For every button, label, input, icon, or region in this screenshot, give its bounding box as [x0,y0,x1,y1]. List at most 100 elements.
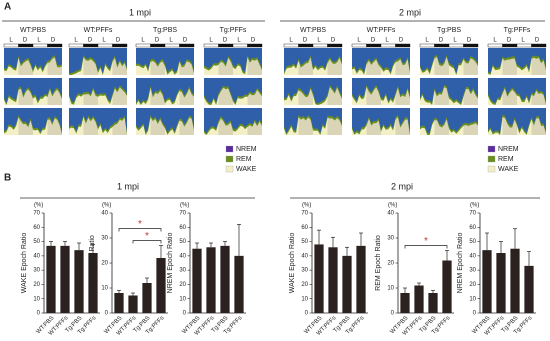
bar [220,245,230,313]
significance-label: * [138,219,142,230]
light-dark-label: L [493,38,497,44]
light-dark-label: D [51,38,56,44]
significance-bracket [118,228,162,232]
light-dark-label: D [183,38,188,44]
y-tick-label: 0 [37,311,41,317]
significance-label: * [145,231,149,242]
y-tick-label: 20 [469,282,476,288]
y-tick-label: 20 [179,282,186,288]
nrem-area [488,48,546,74]
bar [356,245,366,313]
y-tick-label: 50 [301,239,308,245]
legend-swatch [225,165,234,173]
nrem-area [4,108,62,133]
y-tick-label: 40 [179,253,186,259]
nrem-area [284,48,342,73]
nrem-area [69,48,127,74]
light-dark-label: L [169,38,173,44]
group-label: WT:PFFs [84,27,113,34]
light-dark-bar [47,43,63,48]
y-tick-label: 40 [301,253,308,259]
legend-swatch [487,145,496,153]
bar [400,293,410,313]
timepoint-title: 2 mpi [391,181,413,191]
light-dark-bar [218,43,234,48]
group-label: Tg:PBS [153,27,177,34]
y-tick-label: 50 [469,239,476,245]
bar [88,253,98,313]
y-tick-label: 40 [469,253,476,259]
light-dark-bar [247,43,263,48]
error-bar [485,232,489,251]
bar [128,295,138,313]
light-dark-bar [502,43,518,48]
y-tick-label: 60 [301,225,308,231]
significance-label: * [424,236,428,247]
nrem-area [4,78,62,104]
legend-label: NREM [498,146,519,153]
nrem-area [420,78,478,104]
y-unit: (%) [180,203,189,209]
light-dark-bar [327,43,343,48]
light-dark-bar [18,43,34,48]
y-tick-label: 20 [33,282,40,288]
y-tick-label: 10 [301,296,308,302]
error-bar [331,236,335,248]
panel-label: A [4,2,11,13]
y-tick-label: 40 [387,211,394,217]
bar [482,250,492,313]
bar [206,247,216,313]
light-dark-bar [516,43,532,48]
group-label: Tg:PFFs [220,27,247,34]
light-dark-label: L [237,38,241,44]
nrem-area [284,78,342,104]
y-tick-label: 70 [469,211,476,217]
light-dark-label: D [331,38,336,44]
y-tick-label: 40 [101,211,108,217]
nrem-area [69,108,127,133]
light-dark-bar [164,43,180,48]
bar [442,260,452,313]
legend-label: REM [236,156,252,163]
light-dark-bar [448,43,464,48]
light-dark-label: L [289,38,293,44]
significance-bracket [404,245,448,249]
bar [114,293,124,313]
error-bar [159,245,163,258]
legend-swatch [487,155,496,163]
bar [60,245,70,313]
light-dark-label: D [88,38,93,44]
light-dark-label: D [535,38,540,44]
light-dark-bar [531,43,547,48]
light-dark-bar [97,43,113,48]
y-unit: (%) [388,203,397,209]
y-tick-label: 60 [33,225,40,231]
light-dark-bar [366,43,382,48]
light-dark-bar [203,43,219,48]
error-bar [513,228,517,249]
y-tick-label: 0 [183,311,187,317]
error-bar [195,242,199,249]
timepoint-title: 1 mpi [129,7,151,17]
y-tick-label: 70 [179,211,186,217]
error-bar [237,224,241,256]
legend-swatch [225,155,234,163]
error-bar [317,229,321,245]
error-bar [77,242,81,251]
y-tick-label: 10 [101,286,108,292]
nrem-area [136,48,194,73]
nrem-area [69,78,127,103]
y-tick-label: 70 [33,211,40,217]
error-bar [117,290,121,293]
y-tick-label: 0 [105,311,109,317]
bar [142,283,152,313]
light-dark-label: L [521,38,525,44]
nrem-area [284,108,342,134]
nrem-area [204,108,262,134]
bar [496,253,506,313]
light-dark-bar [179,43,195,48]
light-dark-label: D [399,38,404,44]
light-dark-bar [32,43,48,48]
error-bar [345,246,349,256]
